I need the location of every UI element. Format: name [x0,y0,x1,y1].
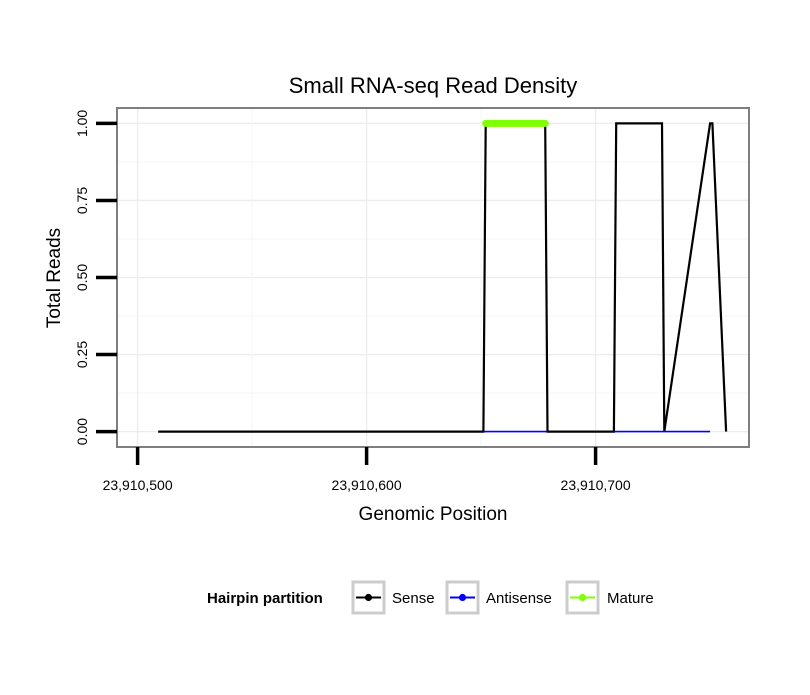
y-axis-label: Total Reads [44,228,65,328]
y-tick-label-4: 1.00 [74,110,90,137]
legend-key-point-0 [364,593,373,602]
y-tick-label-3: 0.75 [74,187,90,214]
legend-key-point-1 [458,593,467,602]
legend-entry-mature: Mature [607,590,654,607]
chart-title: Small RNA-seq Read Density [289,73,578,98]
x-axis: 23,910,500 23,910,600 23,910,700 [103,447,631,493]
x-axis-label: Genomic Position [359,504,508,525]
y-tick-label-2: 0.50 [74,264,90,291]
legend-entry-sense: Sense [392,590,435,607]
x-tick-label-1: 23,910,600 [332,477,402,493]
series-layer [158,119,728,433]
legend-key-point-2 [578,593,587,602]
legend: Hairpin partition Sense Antisense Mature [207,580,654,615]
grid [117,108,749,447]
y-axis: 0.00 0.25 0.50 0.75 1.00 [74,110,117,445]
legend-entry-antisense: Antisense [486,590,552,607]
legend-title: Hairpin partition [207,590,323,607]
x-tick-label-0: 23,910,500 [103,477,173,493]
series-sense-line [158,122,728,433]
y-tick-label-0: 0.00 [74,418,90,445]
x-tick-label-2: 23,910,700 [561,477,631,493]
y-tick-label-1: 0.25 [74,341,90,368]
